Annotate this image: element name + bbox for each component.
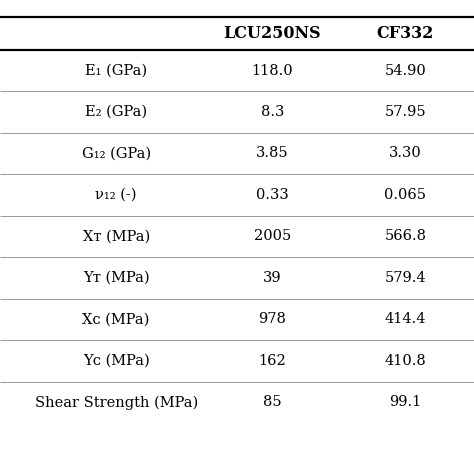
Text: Yᴄ (MPa): Yᴄ (MPa)	[83, 354, 149, 368]
Text: Yᴛ (MPa): Yᴛ (MPa)	[83, 271, 149, 285]
Text: ν₁₂ (-): ν₁₂ (-)	[95, 188, 137, 202]
Text: 39: 39	[263, 271, 282, 285]
Text: 410.8: 410.8	[384, 354, 426, 368]
Text: 2005: 2005	[254, 229, 291, 244]
Text: 0.065: 0.065	[384, 188, 426, 202]
Text: 579.4: 579.4	[384, 271, 426, 285]
Text: 54.90: 54.90	[384, 64, 426, 78]
Text: Xᴄ (MPa): Xᴄ (MPa)	[82, 312, 150, 327]
Text: 3.30: 3.30	[389, 146, 422, 161]
Text: CF332: CF332	[376, 25, 434, 42]
Text: 99.1: 99.1	[389, 395, 421, 410]
Text: 85: 85	[263, 395, 282, 410]
Text: 3.85: 3.85	[256, 146, 289, 161]
Text: G₁₂ (GPa): G₁₂ (GPa)	[82, 146, 151, 161]
Text: 57.95: 57.95	[384, 105, 426, 119]
Text: Shear Strength (MPa): Shear Strength (MPa)	[35, 395, 198, 410]
Text: 566.8: 566.8	[384, 229, 426, 244]
Text: LCU250NS: LCU250NS	[224, 25, 321, 42]
Text: Xᴛ (MPa): Xᴛ (MPa)	[82, 229, 150, 244]
Text: 118.0: 118.0	[252, 64, 293, 78]
Text: E₁ (GPa): E₁ (GPa)	[85, 64, 147, 78]
Text: 978: 978	[259, 312, 286, 327]
Text: 0.33: 0.33	[256, 188, 289, 202]
Text: 414.4: 414.4	[384, 312, 426, 327]
Text: 162: 162	[259, 354, 286, 368]
Text: 8.3: 8.3	[261, 105, 284, 119]
Text: E₂ (GPa): E₂ (GPa)	[85, 105, 147, 119]
